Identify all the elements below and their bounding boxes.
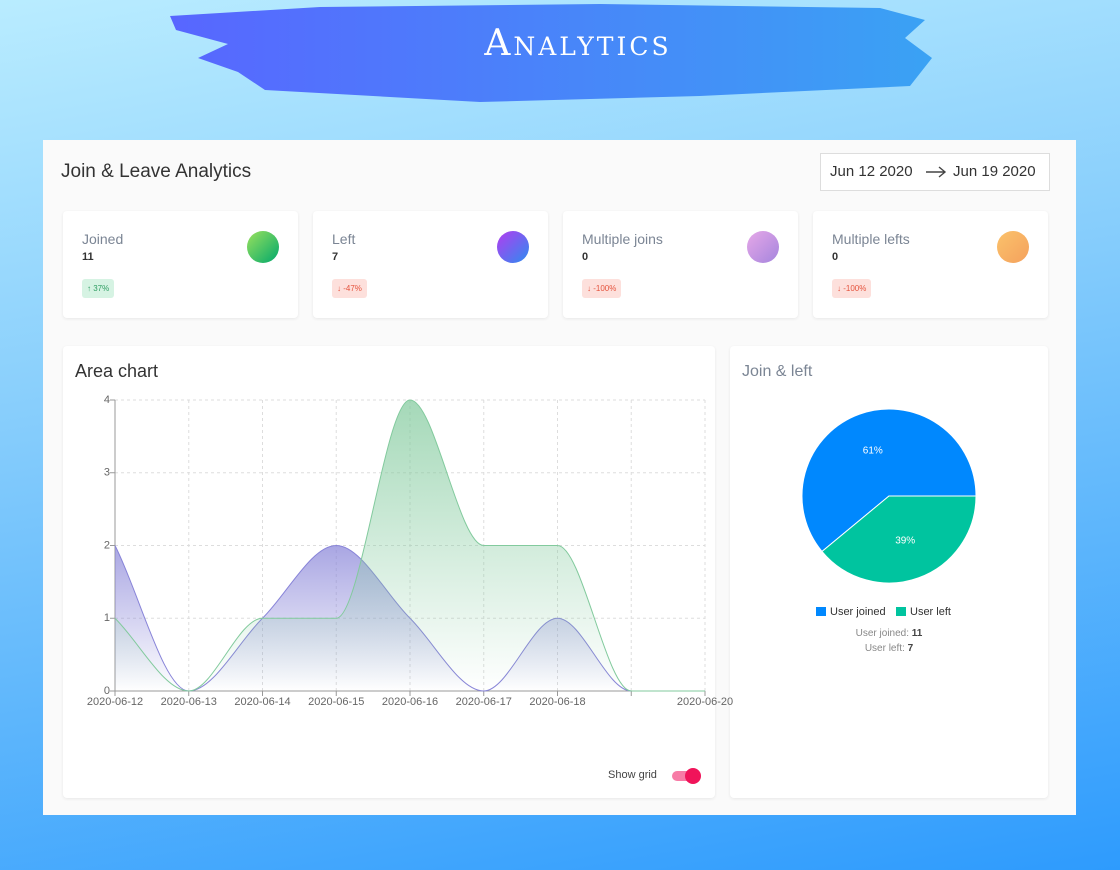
grid-toggle[interactable] [672, 768, 701, 784]
chart-title: Join & left [742, 363, 813, 380]
icon [747, 231, 779, 263]
card-value: 7 [332, 251, 339, 263]
stat-card: Multiple joins 0 ↓ -100% [563, 211, 798, 318]
banner: Analytics [170, 4, 932, 102]
icon [997, 231, 1029, 263]
chart-title: Area chart [75, 361, 159, 381]
stat-card: Left 7 ↓ -47% [313, 211, 548, 318]
summary-label: User left: [864, 643, 905, 654]
icon [497, 231, 529, 263]
card-title: Multiple joins [582, 231, 663, 247]
summary-label: User joined: [855, 628, 909, 639]
stat-card: Joined 11 ↑ 37% [63, 211, 298, 318]
change-text: -100% [843, 284, 867, 293]
card-title: Joined [82, 231, 124, 247]
card-title: Multiple lefts [832, 231, 910, 247]
area-card: Area chart Show grid [63, 346, 715, 798]
card-title: Left [332, 231, 356, 247]
summary-row: User left: 7 [730, 641, 1048, 656]
summary-row: User joined: 11 [730, 626, 1048, 641]
panel-title: Join & Leave Analytics [61, 161, 252, 182]
change-text: -47% [343, 284, 362, 293]
card-value: 0 [832, 251, 839, 263]
change-badge: ↓ -47% [332, 279, 367, 298]
icon [247, 231, 279, 263]
change-badge: ↓ -100% [832, 279, 872, 298]
brush-stroke [170, 4, 932, 102]
change-badge: ↑ 37% [82, 279, 115, 298]
stat-card: Multiple lefts 0 ↓ -100% [813, 211, 1048, 318]
arrow [926, 166, 947, 178]
date-from: Jun 12 2020 [830, 163, 913, 180]
card-value: 11 [82, 251, 94, 263]
summary-value: 11 [911, 628, 923, 639]
card-value: 0 [582, 251, 589, 263]
change-badge: ↓ -100% [582, 279, 622, 298]
date-to: Jun 19 2020 [953, 163, 1036, 180]
change-text: -100% [593, 284, 617, 293]
summary-value: 7 [907, 643, 914, 654]
change-text: 37% [93, 284, 110, 293]
toggle-label: Show grid [608, 769, 657, 781]
pie-card: Join & left User joined: 11 User left: 7 [730, 346, 1048, 798]
pie-summary: User joined: 11 User left: 7 [730, 626, 1048, 656]
date-range[interactable]: Jun 12 2020 Jun 19 2020 [820, 153, 1050, 191]
page-title: Analytics [483, 23, 671, 64]
toggle-knob [685, 768, 701, 784]
